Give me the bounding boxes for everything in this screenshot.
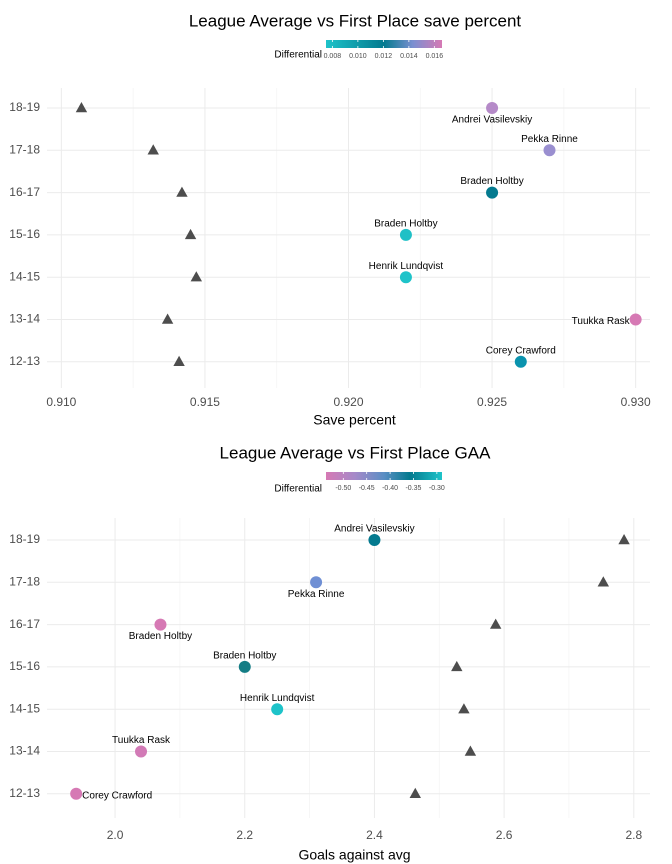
point-label: Tuukka Rask: [572, 316, 631, 327]
first-place-marker: [399, 228, 412, 241]
league-average-marker: [176, 186, 188, 197]
legend-title: Differential: [274, 50, 322, 61]
legend-tick-label: -0.35: [405, 485, 421, 492]
point-label: Braden Holtby: [374, 219, 437, 230]
legend-colorbar: [326, 472, 442, 480]
y-tick-label: 17-18: [9, 574, 40, 588]
grid: [47, 88, 650, 388]
point-label: Corey Crawford: [486, 345, 556, 356]
y-tick-label: 13-14: [9, 312, 40, 326]
league-average-marker: [451, 660, 463, 672]
first-place-marker: [514, 355, 527, 368]
y-tick-label: 14-15: [9, 269, 40, 283]
legend-tick-label: -0.50: [335, 485, 351, 492]
first-place-marker: [629, 313, 642, 326]
color-legend: Differential -0.50 -0.45 -0.40 -0.35 -0.30: [274, 472, 445, 495]
league-average-marker: [190, 271, 203, 282]
point-label: Braden Holtby: [213, 651, 276, 662]
y-tick-label: 18-19: [9, 532, 40, 546]
first-place-marker: [310, 576, 323, 589]
color-legend: Differential 0.008 0.010 0.012 0.014 0.016: [274, 40, 443, 61]
point-label: Andrei Vasilevskiy: [334, 524, 414, 535]
first-place-marker: [271, 703, 284, 716]
league-average-marker: [489, 618, 502, 629]
x-tick-label: 2.4: [366, 828, 383, 842]
chart-panel-1: League Average vs First Place save perce…: [9, 11, 651, 427]
first-place-marker: [70, 787, 83, 800]
y-tick-label: 12-13: [9, 354, 40, 368]
y-tick-label: 17-18: [9, 142, 40, 156]
first-place-marker: [154, 618, 167, 631]
league-average-marker: [409, 787, 421, 798]
legend-tick-label: 0.014: [400, 53, 418, 60]
y-tick-label: 13-14: [9, 744, 40, 758]
league-average-marker: [597, 576, 610, 587]
legend-tick-label: -0.45: [359, 485, 375, 492]
point-label: Tuukka Rask: [112, 735, 171, 746]
x-tick-label: 2.2: [236, 828, 253, 842]
y-tick-label: 16-17: [9, 185, 40, 199]
first-place-marker: [399, 271, 412, 284]
league-average-marker: [458, 703, 470, 714]
x-tick-label: 2.6: [496, 828, 513, 842]
point-label: Braden Holtby: [460, 176, 523, 187]
x-tick-label: 0.930: [621, 395, 651, 409]
x-tick-label: 0.925: [477, 395, 507, 409]
x-tick-label: 2.8: [625, 828, 642, 842]
first-place-marker: [543, 144, 556, 157]
legend-tick-label: 0.010: [349, 53, 367, 60]
point-label: Henrik Lundqvist: [369, 261, 444, 272]
league-average-marker: [618, 534, 630, 545]
point-label: Henrik Lundqvist: [240, 693, 315, 704]
y-tick-label: 12-13: [9, 786, 40, 800]
x-tick-label: 0.915: [190, 395, 220, 409]
point-label: Andrei Vasilevskiy: [452, 115, 532, 126]
first-place-marker: [486, 102, 499, 114]
legend-colorbar: [326, 40, 442, 48]
legend-tick-label: -0.40: [382, 485, 398, 492]
y-tick-label: 15-16: [9, 227, 40, 241]
x-axis-title: Goals against avg: [298, 847, 410, 863]
first-place-marker: [368, 534, 381, 546]
chart-title: League Average vs First Place save perce…: [189, 11, 522, 30]
grid: [47, 518, 650, 818]
y-tick-label: 14-15: [9, 701, 40, 715]
x-tick-label: 2.0: [107, 828, 124, 842]
x-tick-label: 0.910: [46, 395, 76, 409]
legend-tick-label: 0.016: [426, 53, 444, 60]
point-label: Pekka Rinne: [288, 589, 345, 600]
first-place-marker: [135, 745, 148, 758]
first-place-marker: [486, 186, 499, 199]
league-average-marker: [75, 102, 88, 113]
legend-tick-label: 0.012: [375, 53, 393, 60]
point-label: Braden Holtby: [129, 631, 192, 642]
league-average-marker: [464, 745, 477, 756]
league-average-marker: [184, 228, 197, 240]
chart-title: League Average vs First Place GAA: [220, 443, 492, 462]
x-axis-title: Save percent: [313, 412, 396, 428]
y-tick-label: 18-19: [9, 100, 40, 114]
legend-title: Differential: [274, 484, 322, 495]
league-average-marker: [173, 355, 185, 366]
y-tick-label: 15-16: [9, 659, 40, 673]
league-average-marker: [147, 144, 159, 155]
x-tick-label: 0.920: [333, 395, 363, 409]
point-label: Pekka Rinne: [521, 134, 578, 145]
legend-tick-label: 0.008: [324, 53, 342, 60]
point-label: Corey Crawford: [82, 790, 152, 801]
league-average-marker: [161, 313, 174, 324]
legend-tick-label: -0.30: [429, 485, 445, 492]
y-tick-label: 16-17: [9, 617, 40, 631]
first-place-marker: [238, 660, 251, 673]
chart-panel-2: League Average vs First Place GAA Differe…: [9, 443, 650, 863]
